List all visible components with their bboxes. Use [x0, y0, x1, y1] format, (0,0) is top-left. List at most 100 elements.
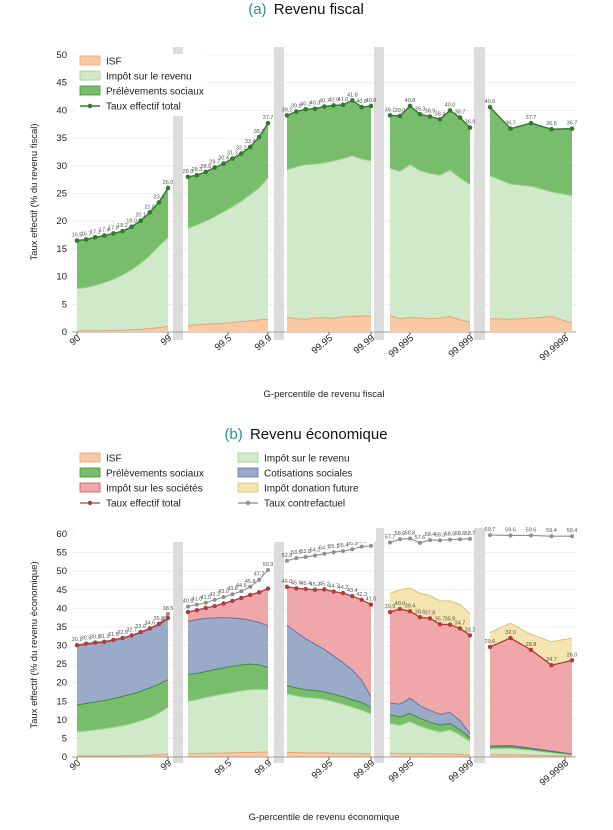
taux-effectif-total-data-label: 42.3	[356, 592, 367, 598]
taux-effectif-total-data-label: 45.2	[310, 582, 321, 588]
taux-contrefactuel-data-label: 38.5	[163, 606, 174, 612]
taux-effectif-total-data-label: 36.6	[546, 121, 557, 127]
taux-effectif-total-point	[467, 633, 473, 638]
taux-contrefactuel-data-label: 58.4	[425, 532, 436, 538]
taux-effectif-total-point	[194, 172, 200, 178]
taux-effectif-total-point	[487, 104, 493, 110]
panel-a-title: (a) Revenu fiscal	[248, 1, 364, 18]
panel-a-xlabel: G-percentile de revenu fiscal	[264, 389, 385, 400]
taux-effectif-total-data-label: 26.0	[567, 652, 578, 658]
taux-effectif-total-point	[185, 609, 191, 615]
taux-effectif-total-data-label: 45.2	[319, 581, 330, 587]
taux-effectif-total-point	[467, 125, 473, 130]
x-tick-label: 99.999	[447, 758, 476, 785]
taux-contrefactuel-point	[428, 537, 432, 542]
isf-area	[390, 315, 470, 332]
taux-contrefactuel-point	[186, 604, 190, 609]
legend: ISF Impôt sur le revenu Prélèvements socia…	[76, 54, 206, 116]
taux-effectif-total-data-label: 41.0	[366, 597, 377, 603]
legend-entry: Impôt sur les sociétés	[106, 484, 203, 495]
taux-effectif-total-point	[284, 113, 290, 118]
legend-entry: ISF	[106, 57, 122, 68]
legend-swatch	[79, 482, 101, 493]
segment-gap	[173, 528, 183, 763]
impot-revenu-area	[188, 689, 268, 757]
taux-effectif-total-data-label: 17.4	[99, 228, 110, 234]
taux-effectif-total-data-label: 36.7	[567, 121, 578, 127]
panel-b-xlabel: G-percentile de revenu économique	[248, 812, 399, 823]
taux-effectif-total-point	[569, 126, 575, 131]
taux-effectif-total-line	[187, 588, 269, 613]
taux-effectif-total-point	[265, 120, 271, 126]
taux-effectif-total-point	[340, 590, 346, 596]
taux-effectif-total-data-label: 35.9	[445, 617, 456, 623]
taux-effectif-total-data-label: 40.6	[485, 99, 496, 105]
taux-effectif-total-point	[102, 639, 107, 644]
taux-contrefactuel-point	[458, 537, 462, 542]
y-tick-label: 40	[56, 603, 67, 614]
taux-contrefactuel-data-label: 58.7	[465, 531, 476, 537]
taux-effectif-total-point	[368, 103, 374, 109]
taux-effectif-total-point	[508, 126, 513, 131]
taux-effectif-total-point	[156, 200, 162, 205]
impot-revenu-line	[187, 688, 268, 702]
taux-effectif-total-data-label: 37.7	[526, 115, 537, 121]
legend-swatch	[237, 467, 259, 478]
taux-effectif-total-point	[265, 586, 271, 591]
taux-effectif-total-data-label: 45.4	[300, 581, 311, 587]
y-tick-label: 35	[56, 133, 67, 144]
taux-effectif-total-point	[457, 626, 463, 631]
isf-area	[287, 315, 371, 332]
taux-effectif-total-data-label: 19.0	[126, 219, 137, 225]
y-tick-label: 0	[62, 327, 67, 338]
taux-effectif-total-data-label: 17.1	[90, 229, 101, 235]
impot-revenu-area	[287, 693, 371, 757]
legend-swatch	[79, 467, 101, 478]
taux-effectif-total-point	[397, 113, 403, 119]
taux-effectif-total-data-label: 39.1	[282, 107, 293, 113]
impot-donation-future-line	[389, 587, 471, 615]
taux-effectif-total-point	[284, 584, 290, 589]
taux-effectif-total-point	[359, 597, 364, 602]
taux-effectif-total-point	[185, 174, 191, 180]
x-tick-label: 99	[159, 333, 174, 348]
taux-effectif-total-point	[407, 609, 413, 614]
impot-donation-future-line	[489, 622, 573, 643]
panel-b-title: (b) Revenu économique	[224, 426, 387, 443]
isf-line	[490, 754, 573, 757]
taux-contrefactuel-point	[230, 592, 235, 597]
taux-effectif-total-point	[437, 622, 443, 627]
taux-effectif-total-data-label: 36.7	[505, 121, 516, 127]
taux-effectif-total-point	[350, 98, 355, 103]
taux-contrefactuel-data-label: 58.8	[405, 530, 416, 536]
legend-background	[76, 450, 376, 542]
taux-effectif-total-data-label: 40.3	[310, 101, 321, 107]
segment-gap	[374, 47, 384, 340]
taux-contrefactuel-point	[438, 538, 442, 543]
taux-contrefactuel-point	[488, 533, 492, 538]
taux-effectif-total-point	[312, 587, 318, 592]
taux-contrefactuel-point	[322, 551, 327, 556]
impot-revenu-area	[287, 155, 371, 332]
taux-effectif-total-point	[138, 629, 143, 635]
y-tick-label: 55	[56, 548, 67, 559]
legend-swatch	[79, 452, 101, 463]
taux-effectif-total-point	[92, 234, 98, 240]
taux-contrefactuel-point	[239, 589, 244, 594]
taux-effectif-total-data-label: 38.9	[425, 108, 436, 114]
segment-gap	[474, 528, 485, 763]
taux-effectif-total-data-label: 39.4	[405, 603, 416, 609]
y-tick-label: 20	[56, 216, 67, 227]
taux-effectif-total-point	[331, 103, 336, 108]
taux-contrefactuel-point	[388, 540, 392, 545]
taux-contrefactuel-data-label: 59.4	[567, 528, 578, 534]
taux-contrefactuel-data-label: 55.4	[338, 543, 349, 549]
taux-contrefactuel-data-label: 57.7	[385, 535, 396, 541]
taux-effectif-total-point	[120, 635, 125, 641]
panel-b-letter: (b)	[224, 426, 242, 443]
isf-area	[490, 754, 572, 757]
isf-line	[77, 325, 169, 332]
taux-contrefactuel-data-label: 43.8	[227, 586, 238, 592]
taux-contrefactuel-data-label: 43.0	[218, 589, 229, 595]
impot-societes-area	[490, 638, 572, 757]
